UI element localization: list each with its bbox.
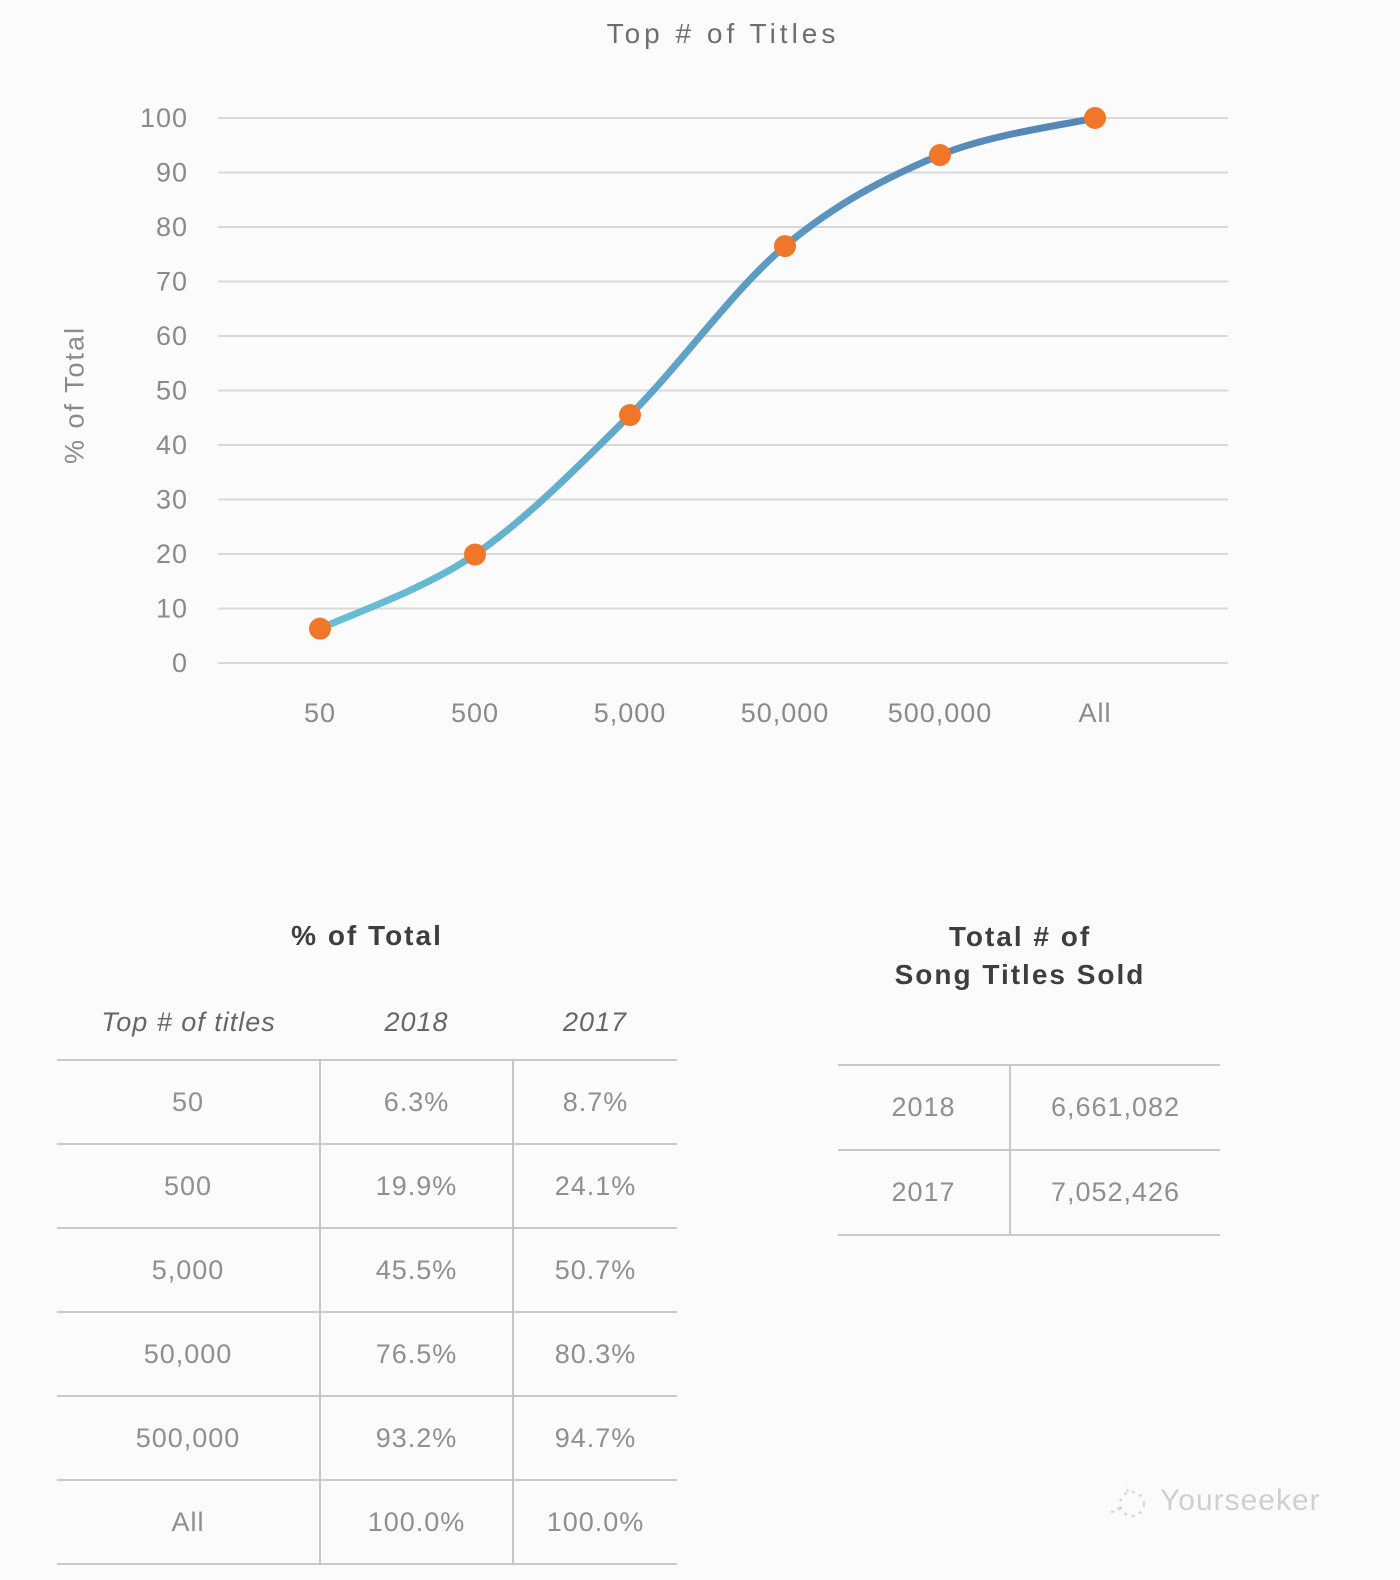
y-tick-label: 40: [156, 430, 188, 460]
value-2017: 24.1%: [513, 1143, 677, 1228]
totals-title-line2: Song Titles Sold: [894, 959, 1146, 990]
totals-title-line1: Total # of: [948, 921, 1092, 952]
watermark: Yourseeker: [1106, 1480, 1321, 1522]
data-point-marker: [774, 235, 796, 258]
totals-table-row: 2018 6,661,082: [838, 1064, 1220, 1151]
column-header-2017: 2017: [562, 1007, 628, 1037]
y-tick-label: 50: [156, 376, 188, 406]
y-tick-label: 10: [156, 594, 188, 624]
row-label: 50: [57, 1059, 320, 1144]
y-tick-label: 60: [156, 321, 188, 351]
y-tick-label: 80: [156, 212, 188, 242]
percent-table-row: 500 19.9% 24.1%: [57, 1143, 677, 1228]
row-label: 50,000: [57, 1311, 320, 1396]
yourseeker-logo-icon: [1109, 1484, 1146, 1518]
totals-table: 2018 6,661,082 2017 7,052,426: [838, 1064, 1220, 1236]
value-2018: 100.0%: [319, 1479, 514, 1565]
data-point-marker: [309, 617, 331, 640]
percent-table-row: All 100.0% 100.0%: [57, 1479, 677, 1565]
percent-table-title: % of Total: [291, 920, 443, 951]
totals-table-title: Total # of Song Titles Sold: [820, 918, 1220, 994]
x-tick-label: 5,000: [594, 698, 667, 728]
x-tick-label: 50: [304, 698, 336, 728]
row-label: 500: [57, 1143, 320, 1228]
value-2018: 93.2%: [319, 1395, 514, 1480]
value-2017: 8.7%: [513, 1059, 677, 1144]
percent-table-row: 50 6.3% 8.7%: [57, 1059, 677, 1144]
year-label: 2017: [838, 1149, 1011, 1236]
y-tick-label: 70: [156, 267, 188, 297]
totals-table-row: 2017 7,052,426: [838, 1149, 1220, 1236]
value-2018: 76.5%: [319, 1311, 514, 1396]
x-tick-label: 500,000: [888, 698, 993, 728]
column-header-2018: 2018: [384, 1007, 449, 1037]
data-point-marker: [929, 144, 951, 167]
series-line-2018: [316, 114, 1099, 633]
value-2017: 100.0%: [513, 1479, 677, 1565]
row-label: 500,000: [57, 1395, 320, 1480]
value-2017: 50.7%: [513, 1227, 677, 1312]
year-label: 2018: [838, 1064, 1011, 1151]
value-2017: 94.7%: [513, 1395, 677, 1480]
data-point-marker: [1084, 107, 1106, 129]
chart-title: Top # of Titles: [606, 18, 840, 49]
y-tick-label: 30: [156, 485, 188, 515]
percent-table: Top # of titles 2018 2017 50 6.3% 8.7% 500 1…: [57, 986, 677, 1565]
x-tick-label: 500: [451, 698, 499, 728]
y-tick-label: 20: [156, 539, 188, 569]
y-tick-label: 90: [156, 158, 188, 188]
line-chart: 0 10 20 30 40 50 60 70 80 90 100 50 500 5,000 50,000 50…: [140, 103, 1228, 728]
data-point-marker: [619, 404, 641, 427]
row-label: 5,000: [57, 1227, 320, 1312]
y-tick-label: 100: [140, 103, 188, 133]
percent-table-row: 50,000 76.5% 80.3%: [57, 1311, 677, 1396]
titles-sold-value: 7,052,426: [1010, 1149, 1220, 1236]
watermark-label: Yourseeker: [1160, 1484, 1321, 1517]
data-point-marker: [464, 543, 486, 566]
percent-table-header-row: Top # of titles 2018 2017: [57, 986, 677, 1060]
y-tick-label: 0: [172, 648, 188, 678]
percent-table-row: 5,000 45.5% 50.7%: [57, 1227, 677, 1312]
titles-sold-value: 6,661,082: [1010, 1064, 1220, 1151]
x-tick-label: All: [1078, 698, 1111, 728]
value-2018: 45.5%: [319, 1227, 514, 1312]
row-label: All: [57, 1479, 320, 1565]
value-2018: 19.9%: [319, 1143, 514, 1228]
value-2017: 80.3%: [513, 1311, 677, 1396]
x-tick-label: 50,000: [741, 698, 830, 728]
value-2018: 6.3%: [319, 1059, 514, 1144]
percent-table-row: 500,000 93.2% 94.7%: [57, 1395, 677, 1480]
column-header-titles: Top # of titles: [101, 1007, 276, 1037]
